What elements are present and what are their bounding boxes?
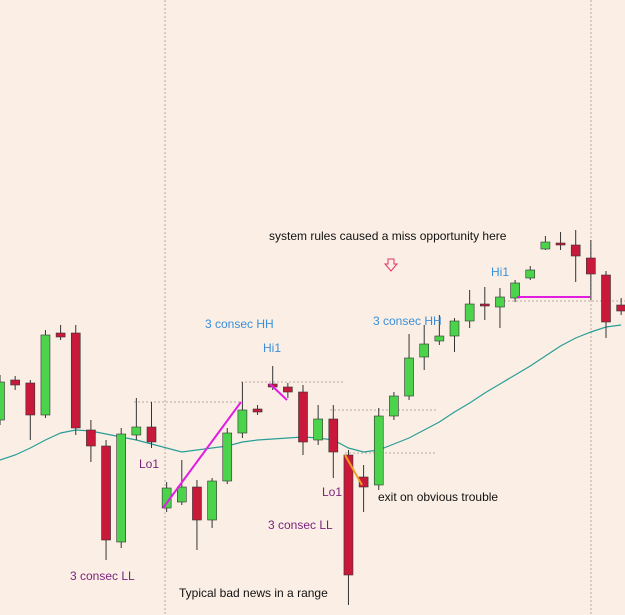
candle-body: [222, 432, 233, 482]
candle-body: [55, 332, 66, 338]
candle-body: [464, 303, 475, 322]
candle-body: [479, 303, 490, 307]
candle-body: [313, 418, 323, 441]
candle-body: [131, 426, 142, 436]
candle-body: [540, 241, 551, 250]
annotation: Hi1: [491, 265, 509, 279]
annotation: 3 consec HH: [205, 317, 274, 331]
annotation: Lo1: [139, 457, 159, 471]
candle-body: [343, 454, 354, 576]
candle-body: [25, 382, 36, 416]
candle-body: [252, 408, 263, 413]
candle-body: [328, 418, 339, 453]
candle-body: [510, 282, 520, 299]
candle-body: [10, 379, 20, 386]
candle-body: [237, 409, 248, 434]
plot: [0, 230, 625, 605]
candle-body: [419, 343, 430, 358]
annotation: Typical bad news in a range: [179, 586, 328, 600]
candle-body: [586, 257, 596, 275]
candle-body: [283, 386, 293, 393]
candle-body: [358, 476, 369, 488]
candle-body: [70, 332, 81, 429]
candle-body: [192, 486, 202, 521]
candle-body: [86, 429, 96, 447]
candle-body: [389, 395, 399, 417]
candle-body: [616, 304, 625, 312]
candle-body: [570, 244, 581, 257]
candle-body: [555, 242, 566, 246]
trend-line: [344, 454, 363, 486]
candle-body: [101, 445, 111, 541]
candle-body: [525, 269, 536, 279]
candle-body: [449, 320, 460, 337]
annotation: system rules caused a miss opportunity h…: [269, 229, 507, 243]
annotation: Lo1: [322, 485, 342, 499]
annotation: exit on obvious trouble: [378, 490, 498, 504]
trend-line: [162, 401, 242, 509]
annotation: 3 consec LL: [268, 518, 333, 532]
candle-body: [116, 433, 126, 543]
candle-body: [373, 415, 384, 486]
candle-body: [0, 381, 5, 421]
annotation: 3 consec HH: [373, 314, 442, 328]
candle-body: [434, 335, 445, 342]
candle-body: [40, 334, 51, 416]
candle-body: [207, 480, 217, 521]
annotation: Hi1: [263, 341, 281, 355]
candle-body: [298, 391, 308, 443]
annotation: 3 consec LL: [70, 569, 135, 583]
moving-average: [0, 324, 622, 461]
candle-body: [177, 486, 187, 503]
trend-line: [269, 383, 288, 401]
candle-body: [601, 274, 611, 323]
arrow-icon: [383, 258, 399, 272]
candle-body: [146, 426, 157, 443]
candle-body: [495, 296, 505, 308]
candle-body: [404, 357, 414, 397]
